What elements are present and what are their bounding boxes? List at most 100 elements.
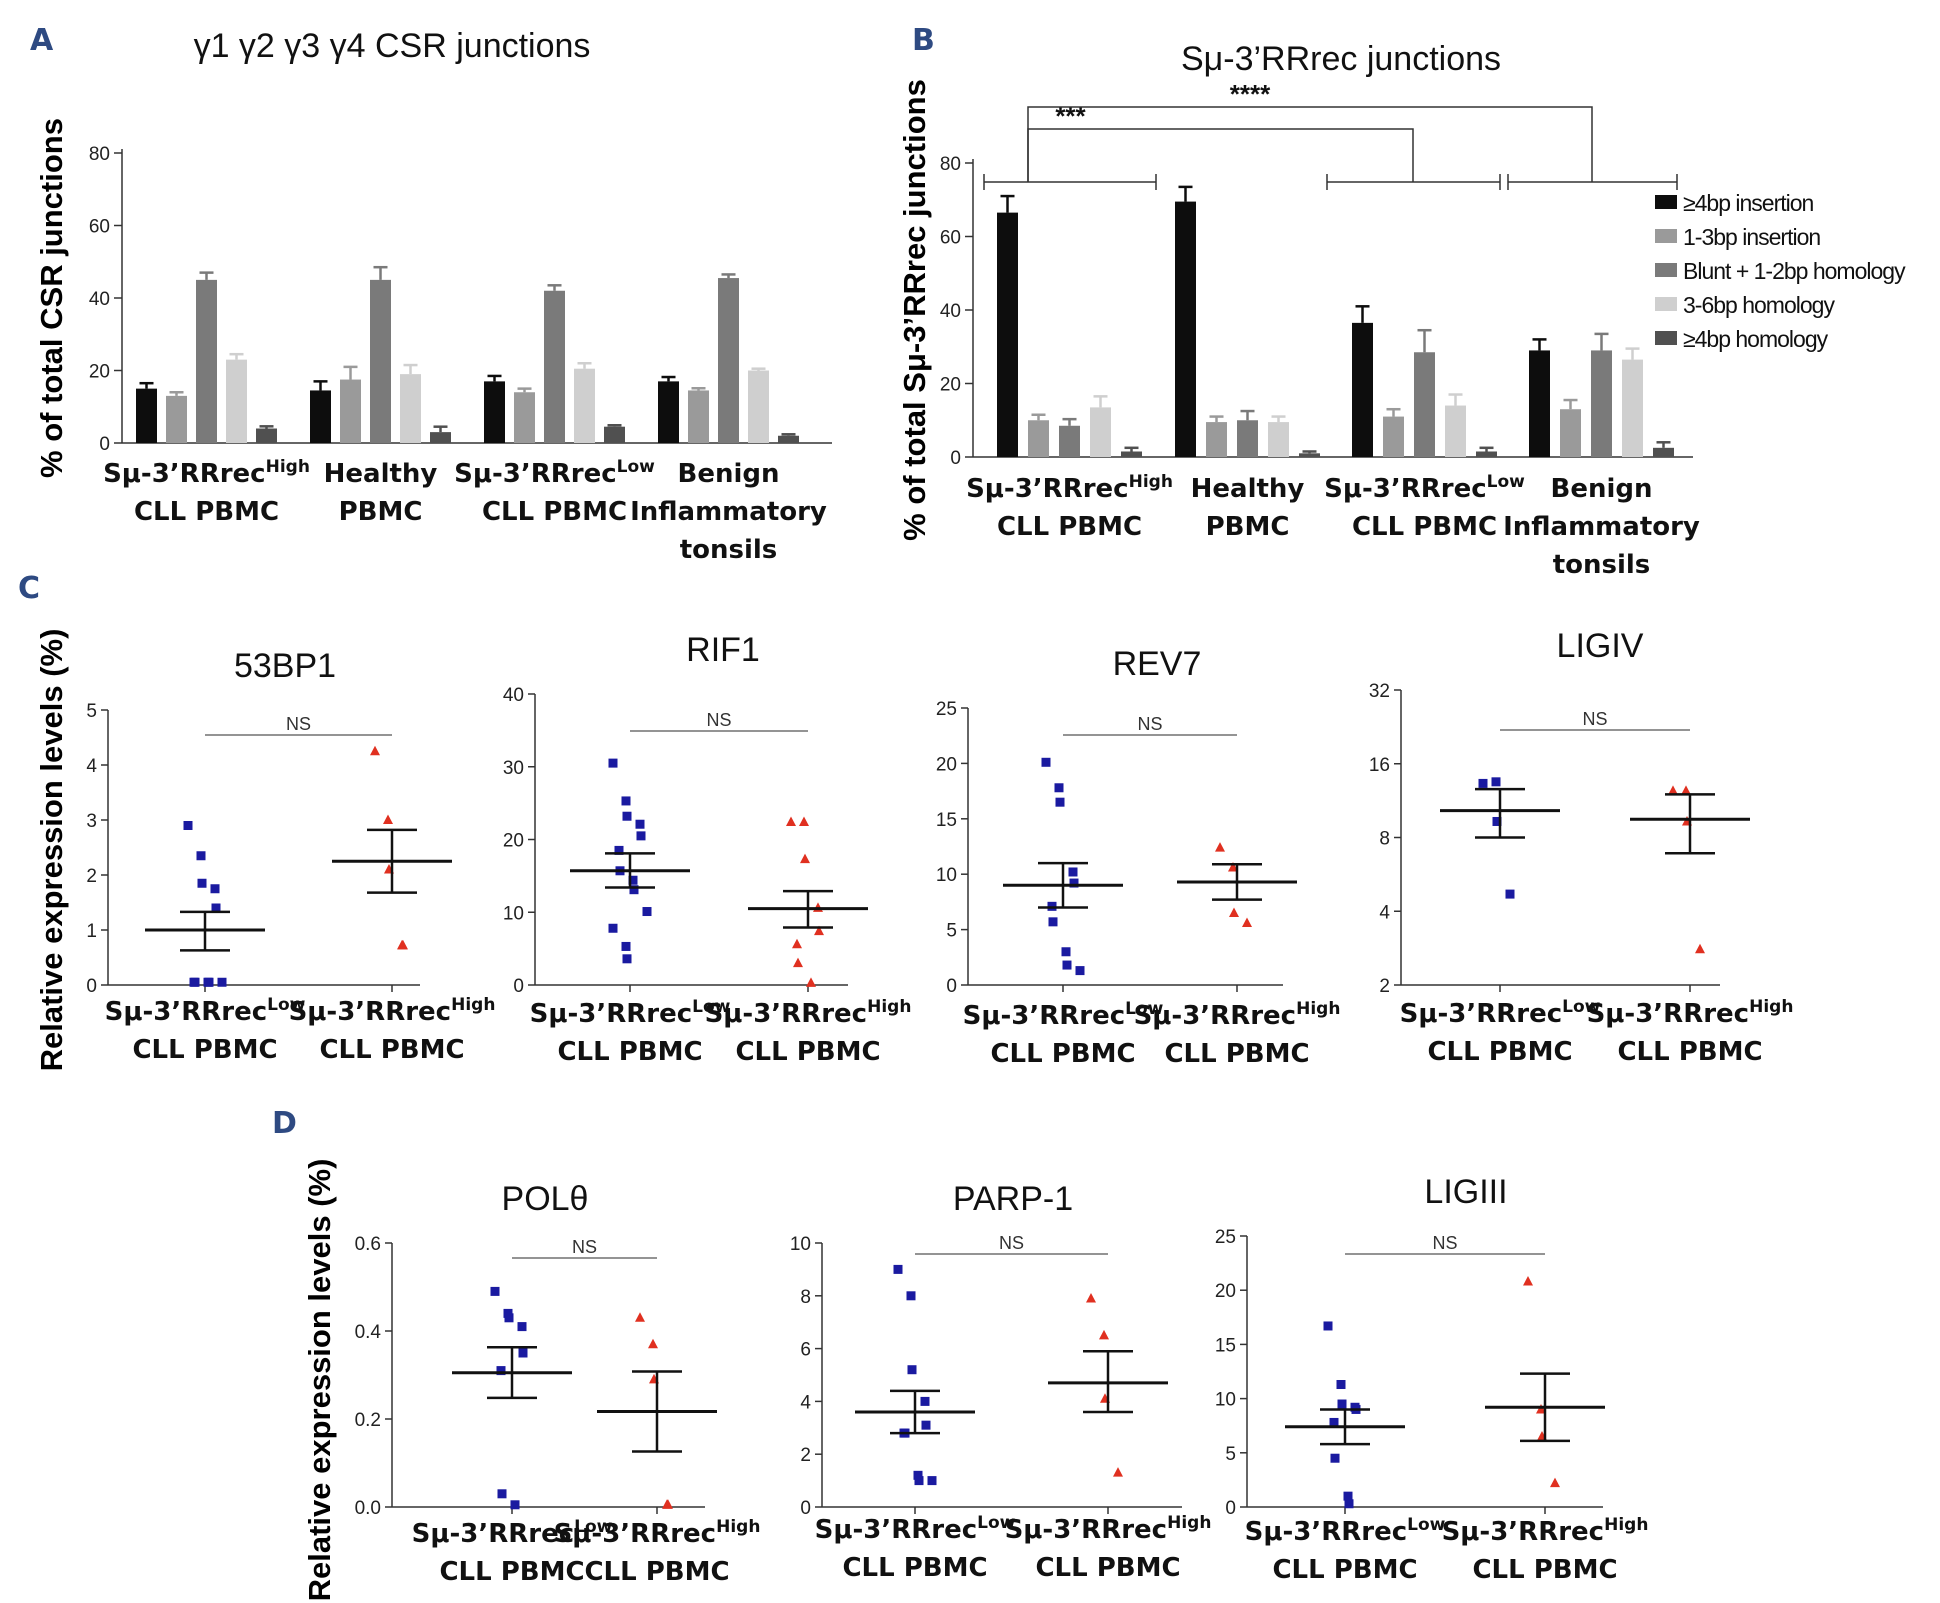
x-group-label: CLL PBMC bbox=[990, 1039, 1135, 1069]
high-group-point bbox=[648, 1338, 658, 1349]
low-group-point bbox=[1062, 960, 1072, 970]
x-group-label: Sμ-3’RRrecHigh bbox=[1005, 1513, 1212, 1545]
legend-label: 3-6bp homology bbox=[1683, 292, 1835, 318]
bar-A-g2-s3 bbox=[574, 368, 595, 443]
x-category-label: Sμ-3’RRrecLow bbox=[1324, 472, 1525, 504]
x-group-label: CLL PBMC bbox=[132, 1035, 277, 1065]
bar-A-g1-s0 bbox=[310, 390, 331, 443]
low-group-point bbox=[621, 796, 631, 806]
low-group-point bbox=[1054, 783, 1064, 793]
bar-A-g0-s3 bbox=[226, 359, 247, 443]
x-group-label: Sμ-3’RRrecHigh bbox=[1587, 997, 1794, 1029]
x-group-label: CLL PBMC bbox=[1617, 1037, 1762, 1067]
x-group-label: CLL PBMC bbox=[584, 1557, 729, 1587]
x-group-label: CLL PBMC bbox=[557, 1037, 702, 1067]
x-category-label: PBMC bbox=[1206, 512, 1290, 542]
y-tick-label: 40 bbox=[503, 685, 524, 706]
x-group-label: CLL PBMC bbox=[1272, 1555, 1417, 1585]
legend-swatch bbox=[1655, 263, 1677, 277]
chart-title-D-LIGIII: LIGIII bbox=[1424, 1173, 1507, 1211]
high-group-point bbox=[800, 853, 810, 864]
panel-label-a: A bbox=[30, 23, 54, 58]
y-tick-label: 0 bbox=[800, 1498, 811, 1519]
bar-A-g3-s0 bbox=[658, 381, 679, 443]
y-tick-label: 2 bbox=[86, 866, 97, 887]
y-tick-label: 30 bbox=[503, 758, 524, 779]
bar-A-g0-s0 bbox=[136, 388, 157, 443]
y-tick-label: 20 bbox=[1215, 1281, 1236, 1302]
x-category-label: Healthy bbox=[324, 459, 438, 489]
low-group-point bbox=[197, 878, 207, 888]
chart-title-A: γ1 γ2 γ3 γ4 CSR junctions bbox=[194, 27, 591, 65]
low-group-point bbox=[196, 851, 206, 861]
high-group-point bbox=[1523, 1276, 1533, 1286]
bar-B-g2-s4 bbox=[1476, 451, 1497, 457]
x-category-label: CLL PBMC bbox=[997, 512, 1142, 542]
bar-B-g2-s2 bbox=[1414, 352, 1435, 457]
low-group-point bbox=[497, 1489, 507, 1499]
y-tick-label: 0 bbox=[99, 434, 110, 455]
y-tick-label: 2 bbox=[800, 1445, 811, 1466]
x-category-label: Sμ-3’RRrecHigh bbox=[966, 472, 1173, 504]
x-category-label: CLL PBMC bbox=[1352, 512, 1497, 542]
high-group-point bbox=[1228, 862, 1238, 872]
significance-bracket bbox=[1027, 128, 1414, 182]
y-tick-label: 25 bbox=[936, 699, 957, 720]
high-group-point bbox=[806, 977, 816, 987]
x-group-label: Sμ-3’RRrecHigh bbox=[1134, 999, 1341, 1031]
low-group-point bbox=[1491, 777, 1501, 787]
low-group-point bbox=[622, 811, 632, 821]
x-category-label: Benign bbox=[1551, 474, 1653, 504]
low-group-point bbox=[517, 1322, 527, 1332]
low-group-point bbox=[1061, 947, 1071, 957]
bar-B-g0-s1 bbox=[1028, 420, 1049, 457]
y-axis-label-d: Relative expression levels (%) bbox=[302, 1159, 337, 1602]
bar-A-g2-s1 bbox=[514, 392, 535, 443]
y-tick-label: 0.0 bbox=[355, 1498, 381, 1519]
low-group-point bbox=[920, 1396, 930, 1406]
bar-A-g2-s4 bbox=[604, 426, 625, 443]
x-category-label: Benign bbox=[678, 459, 780, 489]
bar-B-g3-s2 bbox=[1591, 350, 1612, 457]
bar-B-g1-s2 bbox=[1237, 420, 1258, 457]
significance-label: NS bbox=[572, 1237, 597, 1257]
low-group-point bbox=[913, 1470, 923, 1480]
y-tick-label: 20 bbox=[503, 831, 524, 852]
low-group-point bbox=[210, 884, 220, 894]
low-group-point bbox=[518, 1348, 528, 1358]
y-tick-label: 8 bbox=[1379, 829, 1390, 850]
x-group-label: Sμ-3’RRrecLow bbox=[963, 999, 1164, 1031]
y-tick-label: 80 bbox=[89, 144, 110, 165]
bar-A-g3-s1 bbox=[688, 390, 709, 443]
bar-B-g1-s3 bbox=[1268, 422, 1289, 457]
y-tick-label: 0 bbox=[86, 976, 97, 997]
low-group-point bbox=[217, 977, 227, 987]
low-group-point bbox=[608, 758, 618, 768]
bar-B-g1-s4 bbox=[1299, 453, 1320, 457]
low-group-point bbox=[1343, 1491, 1353, 1501]
x-group-label: Sμ-3’RRrecLow bbox=[1400, 997, 1601, 1029]
low-group-point bbox=[636, 831, 646, 841]
bar-B-g3-s1 bbox=[1560, 409, 1581, 457]
low-group-point bbox=[614, 845, 624, 855]
significance-label: NS bbox=[1582, 709, 1607, 729]
x-group-label: CLL PBMC bbox=[319, 1035, 464, 1065]
bar-A-g2-s0 bbox=[484, 381, 505, 443]
y-tick-label: 4 bbox=[86, 756, 97, 777]
high-group-point bbox=[370, 745, 380, 756]
low-group-point bbox=[907, 1365, 917, 1375]
y-tick-label: 0.2 bbox=[355, 1410, 381, 1431]
high-group-point bbox=[799, 816, 809, 827]
y-tick-label: 0.4 bbox=[355, 1322, 382, 1343]
low-group-point bbox=[1323, 1321, 1333, 1331]
y-tick-label: 10 bbox=[790, 1234, 811, 1255]
bar-B-g1-s1 bbox=[1206, 422, 1227, 457]
y-tick-label: 40 bbox=[89, 289, 110, 310]
bar-B-g2-s1 bbox=[1383, 416, 1404, 457]
low-group-point bbox=[927, 1476, 937, 1486]
high-group-point bbox=[792, 938, 802, 949]
y-tick-label: 0 bbox=[1225, 1498, 1236, 1519]
legend-swatch bbox=[1655, 297, 1677, 311]
low-group-point bbox=[1336, 1380, 1346, 1390]
low-group-point bbox=[906, 1291, 916, 1301]
